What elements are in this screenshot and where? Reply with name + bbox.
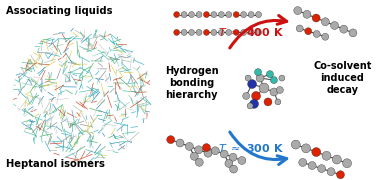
FancyArrowPatch shape	[230, 132, 287, 165]
Circle shape	[291, 140, 300, 149]
Circle shape	[189, 30, 195, 35]
Circle shape	[342, 159, 352, 168]
Circle shape	[167, 136, 175, 144]
Circle shape	[196, 30, 202, 35]
Circle shape	[294, 7, 302, 15]
Circle shape	[249, 99, 259, 108]
Circle shape	[270, 88, 278, 96]
Circle shape	[318, 165, 325, 173]
Circle shape	[241, 30, 246, 35]
Text: Hydrogen
bonding
hierarchy: Hydrogen bonding hierarchy	[165, 66, 218, 100]
Circle shape	[296, 25, 303, 32]
Circle shape	[185, 142, 193, 150]
Circle shape	[245, 75, 251, 81]
Circle shape	[218, 30, 224, 35]
Text: $\it{T}$ $\approx$ 300 K: $\it{T}$ $\approx$ 300 K	[218, 141, 284, 154]
Circle shape	[266, 71, 273, 78]
Circle shape	[218, 12, 224, 17]
Circle shape	[226, 30, 232, 35]
Circle shape	[264, 98, 272, 106]
Circle shape	[229, 165, 237, 173]
Circle shape	[174, 30, 180, 35]
Circle shape	[195, 146, 203, 154]
Circle shape	[203, 12, 209, 17]
Circle shape	[340, 25, 348, 33]
Circle shape	[226, 12, 232, 17]
Circle shape	[256, 30, 262, 35]
Circle shape	[204, 149, 212, 157]
Circle shape	[195, 158, 203, 166]
Circle shape	[211, 147, 219, 155]
Circle shape	[203, 144, 211, 152]
Circle shape	[225, 159, 233, 167]
Circle shape	[322, 151, 331, 160]
Circle shape	[254, 69, 262, 76]
Circle shape	[270, 77, 277, 84]
Circle shape	[252, 91, 260, 100]
Circle shape	[313, 31, 320, 37]
Circle shape	[332, 155, 341, 164]
Circle shape	[247, 103, 253, 109]
Circle shape	[275, 99, 281, 105]
Circle shape	[259, 83, 269, 93]
Circle shape	[331, 21, 339, 30]
Circle shape	[203, 30, 209, 35]
Circle shape	[248, 30, 254, 35]
Circle shape	[349, 29, 357, 37]
Text: $\it{T}$ $\approx$ 400 K: $\it{T}$ $\approx$ 400 K	[218, 26, 284, 39]
Circle shape	[312, 148, 321, 157]
Circle shape	[189, 12, 195, 17]
Circle shape	[211, 12, 217, 17]
Circle shape	[241, 12, 246, 17]
Circle shape	[229, 153, 237, 161]
Circle shape	[196, 12, 202, 17]
Circle shape	[256, 12, 262, 17]
Circle shape	[327, 168, 335, 176]
Circle shape	[256, 74, 264, 82]
Circle shape	[299, 158, 307, 166]
Text: Heptanol isomers: Heptanol isomers	[6, 159, 105, 169]
Circle shape	[303, 10, 311, 18]
Circle shape	[181, 30, 187, 35]
Circle shape	[305, 28, 312, 35]
FancyArrowPatch shape	[230, 15, 287, 48]
Circle shape	[308, 161, 316, 170]
Circle shape	[322, 33, 329, 40]
Circle shape	[248, 80, 257, 89]
Circle shape	[174, 12, 180, 17]
Text: Associating liquids: Associating liquids	[6, 6, 113, 16]
Circle shape	[220, 150, 228, 158]
Text: Co-solvent
induced
decay: Co-solvent induced decay	[313, 62, 372, 95]
Circle shape	[321, 18, 329, 26]
Circle shape	[176, 139, 184, 147]
Circle shape	[336, 171, 344, 179]
Circle shape	[211, 30, 217, 35]
Circle shape	[302, 144, 310, 153]
Circle shape	[233, 12, 239, 17]
Circle shape	[243, 93, 249, 99]
Circle shape	[181, 12, 187, 17]
Circle shape	[276, 87, 284, 93]
Circle shape	[191, 152, 198, 160]
Circle shape	[248, 12, 254, 17]
Circle shape	[238, 156, 246, 165]
Circle shape	[233, 30, 239, 35]
Circle shape	[279, 75, 285, 81]
Circle shape	[312, 14, 320, 22]
